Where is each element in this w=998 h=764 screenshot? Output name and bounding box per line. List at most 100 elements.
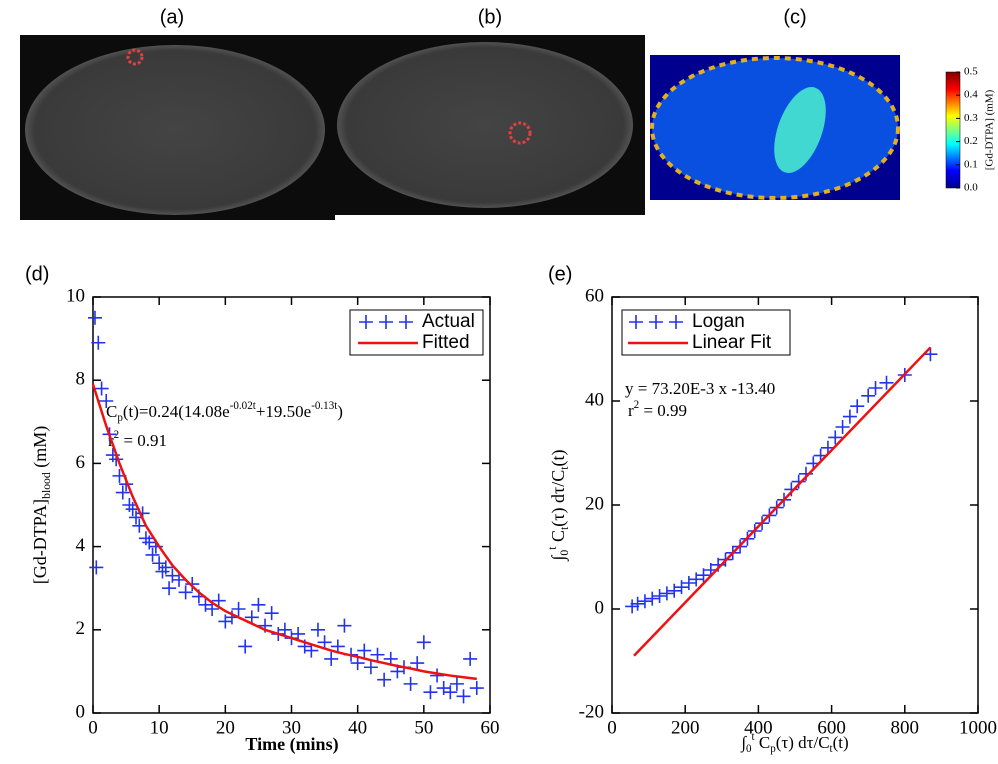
legend-label: Logan	[692, 311, 745, 332]
marker	[370, 647, 385, 662]
x-axis-label: ∫0t Cp(τ) dτ/Ct(t)	[740, 731, 848, 755]
marker	[842, 409, 857, 424]
colorbar-tick-label: 0.4	[964, 89, 978, 101]
y-axis-label-part: blood	[40, 472, 53, 499]
x-tick-label: 0	[88, 717, 98, 738]
marker	[416, 635, 431, 650]
marker	[410, 656, 425, 671]
marker	[91, 335, 106, 350]
marker	[868, 381, 883, 395]
marker	[645, 591, 660, 606]
annotation-part: = 0.91	[119, 431, 167, 450]
y-tick-label: 20	[585, 493, 604, 514]
legend-swatch	[649, 315, 663, 329]
marker	[94, 381, 109, 396]
marker	[449, 676, 464, 691]
colorbar-tick-label: 0.1	[964, 158, 978, 170]
colorbar-tick-label: 0.3	[964, 112, 978, 124]
x-tick-label: 40	[348, 717, 367, 738]
marker	[443, 685, 458, 700]
marker	[423, 685, 438, 700]
x-axis-label-part: p	[770, 743, 776, 755]
marker	[99, 394, 114, 408]
marker	[87, 310, 102, 325]
y-axis-label-part: t	[546, 546, 559, 550]
marker	[689, 572, 704, 587]
marker	[244, 610, 259, 625]
x-tick-label: 10	[150, 717, 169, 738]
marker	[923, 347, 938, 362]
legend-label: Linear Fit	[692, 332, 772, 353]
marker	[828, 430, 843, 445]
marker	[205, 602, 220, 616]
marker	[363, 660, 378, 675]
y-tick-label: 60	[585, 285, 604, 306]
y-axis-label: [Gd-DTPA]blood (mM)	[30, 426, 53, 584]
annotation-part: 2	[634, 399, 640, 411]
y-tick-label: 10	[66, 285, 85, 306]
x-axis-label-part: (t)	[833, 733, 849, 752]
plot-frame	[92, 296, 491, 714]
x-axis-label-part: 0	[746, 743, 752, 755]
y-axis-label-part: t	[558, 466, 571, 470]
legend-box	[621, 309, 791, 356]
x-axis-label-part: C	[755, 733, 771, 752]
legend-label: Actual	[422, 311, 475, 332]
x-tick-label: 600	[817, 717, 846, 738]
marker	[145, 547, 160, 562]
fit-line	[91, 383, 477, 681]
marker	[231, 602, 246, 616]
legend-swatch	[399, 315, 413, 329]
y-tick-label: 2	[76, 618, 86, 639]
annotation-part: (t)=0.24(14.08e	[123, 402, 230, 421]
map-c	[650, 56, 900, 200]
marker	[798, 466, 813, 481]
x-tick-label: 20	[216, 717, 235, 738]
marker	[304, 643, 319, 658]
annotation: Cp(t)=0.24(14.08e-0.02t+19.50e-0.13t)	[106, 400, 343, 424]
y-axis-label: ∫0t Ct(τ) dτ/Ct(t)	[546, 449, 571, 561]
legend-box	[349, 309, 484, 356]
marker	[162, 581, 177, 596]
colorbar-tick-label: 0.5	[964, 66, 978, 78]
marker	[337, 618, 352, 633]
marker	[403, 676, 418, 691]
annotation-part: r	[628, 401, 634, 420]
marker	[317, 635, 332, 650]
y-axis-label-part: (mM)	[30, 426, 51, 473]
panel-label: (b)	[478, 6, 502, 28]
marker	[784, 482, 799, 497]
marker	[659, 586, 674, 601]
marker	[835, 420, 850, 434]
marker	[681, 576, 696, 590]
annotation-part: y = 73.20E-3 x -13.40	[625, 379, 775, 398]
roi-b	[508, 121, 532, 145]
marker	[185, 577, 200, 592]
marker	[350, 656, 365, 671]
enhancement-c	[774, 87, 826, 173]
marker	[667, 583, 682, 598]
annotation-part: = 0.99	[639, 401, 687, 420]
annotation-part: C	[106, 402, 117, 421]
x-tick-label: 1000	[959, 717, 997, 738]
x-axis-label-part: t	[752, 731, 755, 743]
marker	[791, 474, 806, 489]
x-tick-label: 800	[891, 717, 920, 738]
marker	[277, 622, 292, 637]
marker	[696, 568, 711, 583]
y-tick-label: 8	[76, 369, 86, 390]
colorbar-label: [Gd-DTPA] (mM)	[984, 89, 996, 170]
roi-a	[126, 48, 144, 66]
marker	[377, 672, 392, 687]
y-axis-label-part: 0	[558, 550, 571, 556]
panel-label: (d)	[25, 263, 49, 285]
panel-label: (e)	[548, 263, 572, 285]
colorbar	[945, 71, 961, 189]
x-axis-label-part: ∫	[740, 733, 747, 753]
marker	[357, 643, 372, 658]
y-axis-label-part: C	[548, 530, 568, 547]
marker	[630, 596, 645, 611]
marker	[463, 651, 478, 666]
y-tick-label: -20	[579, 701, 604, 722]
